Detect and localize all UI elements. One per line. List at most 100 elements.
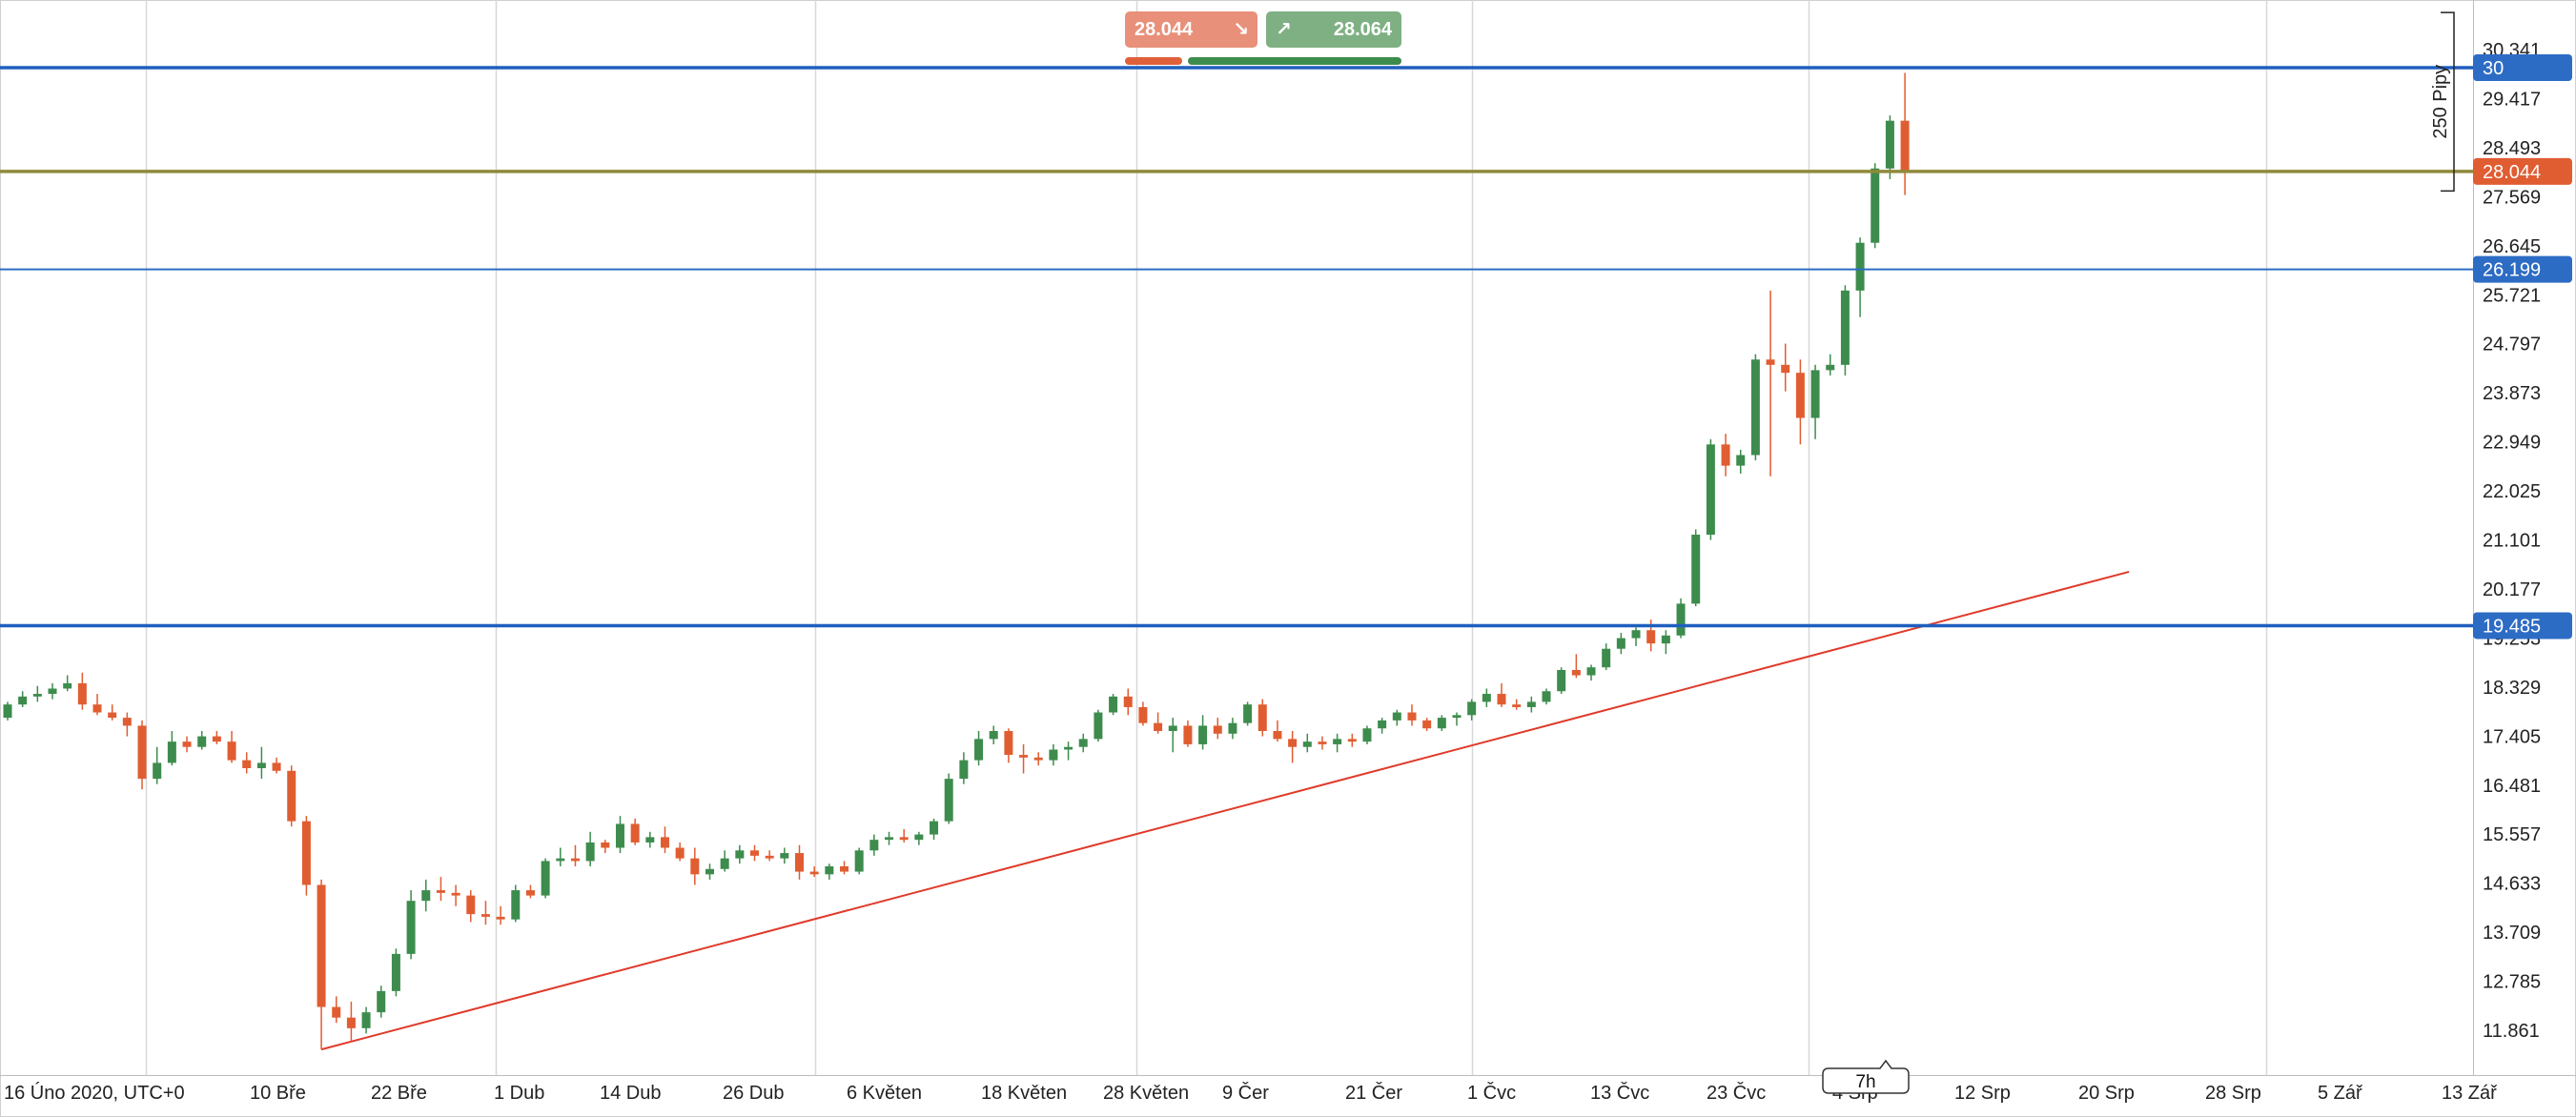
candle-down [182,741,192,747]
candle-up [825,865,834,875]
y-axis-tick-label: 18.329 [2483,678,2541,699]
candle-up [1109,696,1118,713]
candle-up [1333,739,1342,744]
x-axis-tick-label: 13 Čvc [1590,1082,1649,1104]
candle-up [1871,168,1880,243]
candle-down [92,704,102,713]
candle-down [1422,720,1432,729]
y-axis-tick-label: 15.557 [2483,824,2541,845]
candle-up [1228,722,1237,734]
candle-up [1602,648,1611,668]
y-axis-tick-label: 28.493 [2483,138,2541,159]
candle-up [541,861,550,896]
price-badge [2473,157,2572,185]
candle-up [153,762,162,780]
candle-down [77,682,87,705]
sell-button[interactable]: 28.044 ↘ [1125,11,1257,48]
price-badge-label: 26.199 [2483,260,2541,281]
candle-up [377,990,386,1013]
candle-up [705,868,714,875]
candle-up [914,834,924,841]
candle-up [1855,242,1865,291]
candle-down [1347,739,1357,742]
candle-up [1198,725,1208,744]
candle-up [1750,359,1760,456]
candle-down [227,741,236,761]
candle-down [525,890,535,896]
x-axis-tick-label: 28 Květen [1103,1083,1189,1104]
price-badge [2473,255,2572,283]
sell-sentiment-bar [1125,57,1182,65]
y-axis-tick-label: 16.481 [2483,776,2541,797]
candle-down [840,865,849,872]
candle-up [48,688,57,695]
range-bracket [2441,11,2455,193]
candle-down [1646,630,1656,644]
buy-button[interactable]: ↗ 28.064 [1266,11,1401,48]
x-axis-tick-label: 21 Čer [1345,1082,1402,1104]
candle-up [1885,120,1894,169]
trade-widget: 28.044 ↘ ↗ 28.064 [1125,11,1401,69]
candle-up [1810,370,1820,418]
candle-down [1183,725,1193,744]
candle-down [1033,757,1043,761]
candle-up [1094,712,1103,740]
price-badge [2473,53,2572,81]
candle-up [32,694,42,697]
candle-up [1676,603,1686,636]
y-axis-tick-label: 29.417 [2483,89,2541,110]
price-badge [2473,612,2572,640]
y-axis-tick-label: 25.721 [2483,285,2541,306]
y-axis-tick-label: 27.569 [2483,187,2541,208]
candle-up [1691,534,1701,604]
trendline[interactable] [320,570,2130,1051]
timeframe-label: 7h [1855,1072,1875,1092]
candle-down [108,712,117,719]
candle-up [18,696,28,705]
candle-up [167,741,176,763]
candle-down [1154,722,1163,732]
candle-up [1078,739,1088,747]
candle-down [1407,712,1417,721]
candle-down [1138,706,1148,723]
y-axis-tick-label: 24.797 [2483,335,2541,355]
candle-down [809,871,819,875]
candle-down [750,850,759,856]
candle-down [1019,755,1029,758]
candle-up [1049,749,1058,761]
candle-up [1362,728,1372,742]
candle-down [332,1006,341,1018]
candle-down [1900,120,1910,172]
candle-up [1467,701,1477,716]
x-axis-tick-label: 5 Zář [2318,1083,2363,1104]
candle-down [1512,704,1522,707]
candle-up [1706,444,1715,535]
candle-down [1781,364,1790,374]
candle-down [272,762,281,771]
x-axis-tick-label: 23 Čvc [1707,1082,1766,1104]
candle-up [1736,455,1746,466]
candle-down [212,736,221,742]
candle-up [869,840,879,851]
candle-down [137,725,147,780]
candle-up [361,1012,371,1028]
x-axis-tick-label: 1 Dub [494,1083,544,1104]
timeframe-tag [1822,1059,1910,1094]
candle-down [1318,741,1327,744]
x-axis-tick-label: 10 Bře [250,1083,306,1104]
candle-down [601,842,610,848]
candle-up [256,762,266,768]
candle-down [1766,359,1775,365]
x-axis-tick-label: 1 Čvc [1467,1082,1516,1104]
candle-down [1123,696,1133,707]
candle-up [959,760,969,780]
candle-up [645,837,655,843]
candle-down [1257,704,1267,732]
x-axis-tick-label: 18 Květen [981,1083,1067,1104]
buy-price: 28.064 [1333,19,1392,40]
candle-down [451,892,460,896]
candle-down [690,858,700,875]
arrow-up-right-icon: ↗ [1276,19,1292,40]
candle-down [765,855,774,859]
